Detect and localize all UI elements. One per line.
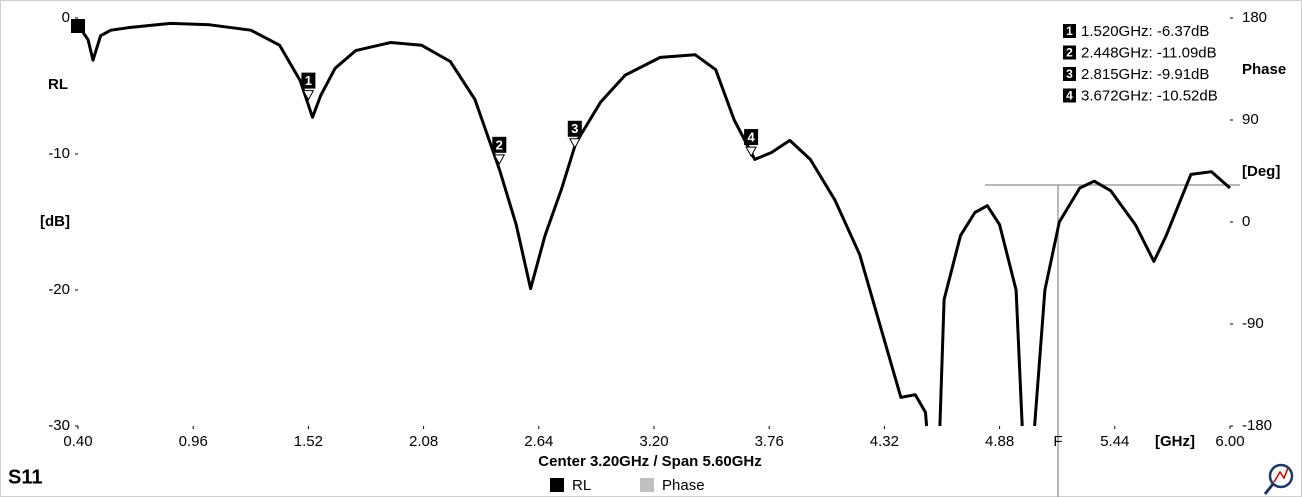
legend-label: Phase: [662, 477, 705, 494]
y2-tick-label: 180: [1242, 9, 1267, 26]
subtitle: Center 3.20GHz / Span 5.60GHz: [538, 453, 761, 470]
marker-box: [301, 72, 316, 89]
x-tick-label: 0.40: [63, 433, 92, 450]
x-unit-label: [GHz]: [1155, 433, 1195, 450]
legend-label: RL: [572, 477, 591, 494]
y2-tick-label: 0: [1242, 213, 1250, 230]
chart-title: S11: [8, 466, 42, 488]
marker-triangle: [493, 154, 506, 165]
marker-triangle: [568, 138, 581, 149]
readout-text: 2.815GHz: -9.91dB: [1081, 66, 1209, 83]
zoom-icon[interactable]: [1263, 463, 1294, 495]
x-tick-label: 2.08: [409, 433, 438, 450]
y2-label: [Deg]: [1242, 163, 1280, 180]
readout-number: 2: [1066, 46, 1073, 60]
y-tick-label: 0: [62, 9, 70, 26]
readout-number: 4: [1066, 89, 1073, 103]
y2-tick-label: -90: [1242, 315, 1264, 332]
marker-triangle: [302, 90, 315, 101]
y-label: [dB]: [40, 213, 70, 230]
readout-number: 1: [1066, 24, 1073, 38]
legend-swatch: [640, 478, 654, 492]
x-tick-label: 2.64: [524, 433, 553, 450]
x-tick-label: 4.32: [870, 433, 899, 450]
y2-tick-label: 90: [1242, 111, 1259, 128]
y2-tick-label: -180: [1242, 417, 1272, 434]
marker-box: [492, 136, 507, 153]
marker-number: 2: [496, 137, 503, 152]
marker-number: 3: [571, 121, 578, 136]
readout-number: 3: [1066, 67, 1073, 81]
readout-box: [1063, 88, 1076, 103]
x-tick-label: 0.96: [179, 433, 208, 450]
marker-number: 1: [305, 73, 312, 88]
x-tick-label: 1.52: [294, 433, 323, 450]
marker-box: [744, 129, 759, 146]
x-tick-label: 6.00: [1215, 433, 1244, 450]
marker-box: [567, 120, 582, 137]
x-tick-label: 3.20: [639, 433, 668, 450]
readout-box: [1063, 24, 1076, 38]
marker-number: 4: [747, 130, 755, 145]
x-tick-label: 5.44: [1100, 433, 1129, 450]
y-tick-label: -30: [48, 417, 70, 434]
x-tick-label: 4.88: [985, 433, 1014, 450]
readout-text: 3.672GHz: -10.52dB: [1081, 87, 1218, 104]
x-tick-label: 3.76: [755, 433, 784, 450]
legend-swatch: [550, 478, 564, 492]
readout-text: 1.520GHz: -6.37dB: [1081, 23, 1209, 40]
marker-triangle: [745, 146, 757, 158]
rl-trace: [76, 21, 1231, 427]
y-tick-label: -10: [48, 145, 70, 162]
readout-box: [1063, 67, 1076, 81]
readout-box: [1063, 45, 1076, 60]
cursor-label: F: [1053, 433, 1062, 450]
y2-label: Phase: [1242, 61, 1286, 78]
y-tick-label: -20: [48, 281, 70, 298]
readout-text: 2.448GHz: -11.09dB: [1081, 44, 1217, 61]
y-label: RL: [48, 76, 68, 93]
